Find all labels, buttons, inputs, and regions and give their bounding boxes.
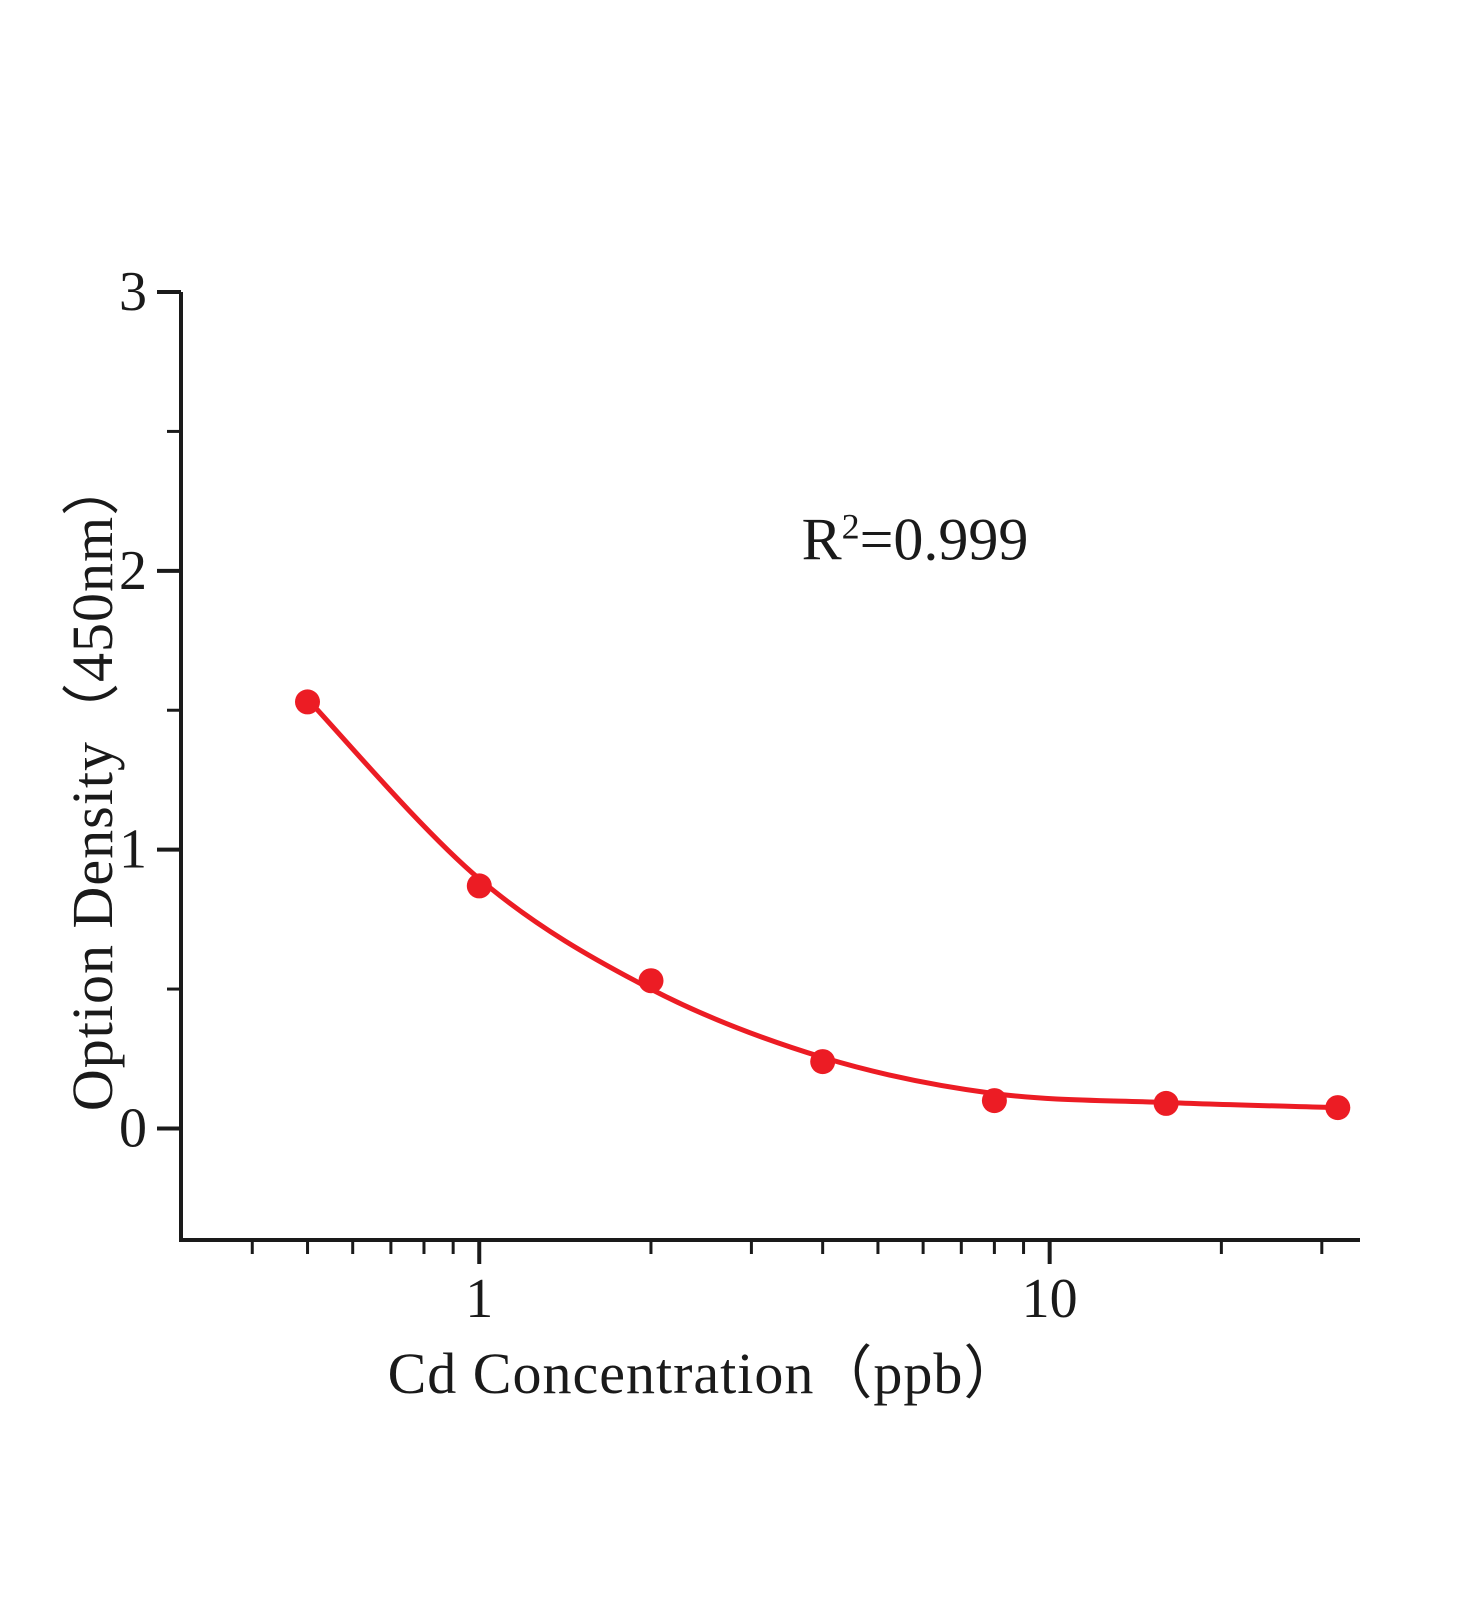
y-tick-label: 2 (119, 540, 147, 602)
x-tick-label: 1 (465, 1268, 493, 1330)
r-squared-base: R (801, 506, 842, 573)
axis-lines (179, 292, 1360, 1242)
r-squared-value: =0.999 (859, 506, 1029, 573)
data-point (638, 968, 664, 994)
x-tick-label: 10 (1022, 1268, 1078, 1330)
y-tick-label: 1 (119, 819, 147, 881)
r-squared-exponent: 2 (841, 506, 860, 547)
x-axis-title: Cd Concentration（ppb） (387, 1341, 1023, 1406)
data-point (295, 689, 320, 715)
r-squared-annotation: R2=0.999 (802, 506, 1029, 575)
data-point (810, 1049, 836, 1075)
y-tick-label: 0 (119, 1097, 147, 1159)
fit-curve (305, 696, 1341, 1111)
data-point (981, 1088, 1007, 1114)
data-point (1153, 1090, 1179, 1116)
y-axis-title: Option Density（450nm） (60, 456, 125, 1112)
data-point (466, 873, 492, 899)
y-tick-label: 3 (119, 261, 147, 323)
data-point (1325, 1095, 1351, 1121)
